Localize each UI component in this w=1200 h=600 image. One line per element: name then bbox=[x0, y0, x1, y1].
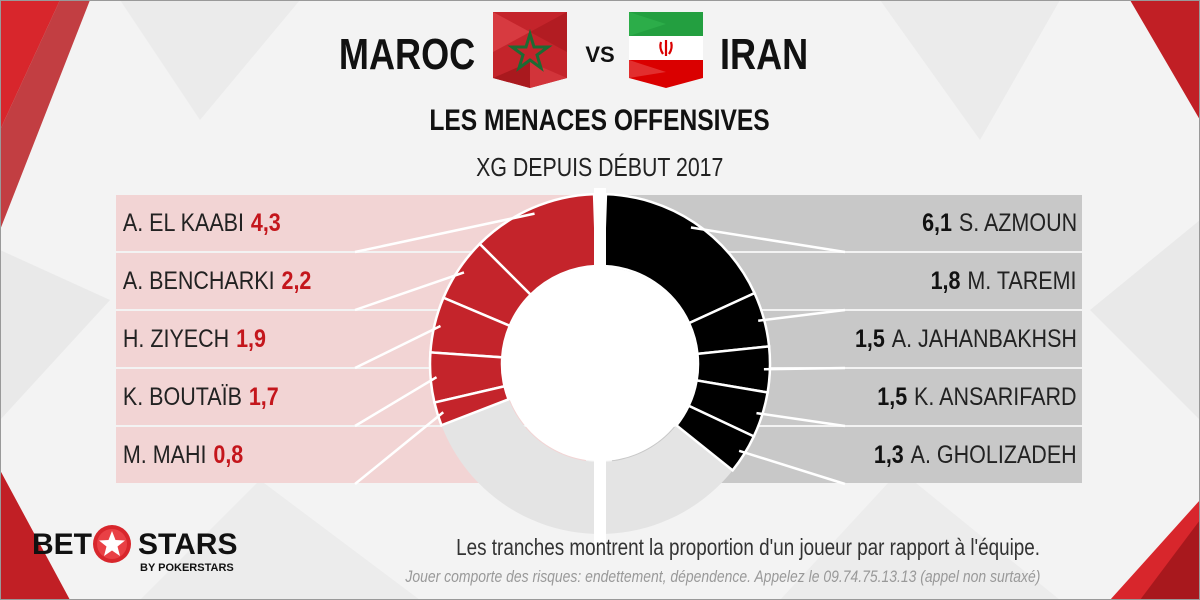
player-xg: 1,9 bbox=[236, 324, 266, 353]
morocco-player-row: K. BOUTAÏB 1,7 bbox=[116, 369, 305, 425]
player-xg: 1,8 bbox=[930, 266, 961, 295]
player-name: A. JAHANBAKHSH bbox=[891, 324, 1077, 353]
player-name: S. AZMOUN bbox=[958, 208, 1077, 237]
logo-bet-text: BET bbox=[32, 528, 92, 561]
iran-flag-icon bbox=[623, 12, 709, 88]
player-name: M. TAREMI bbox=[967, 266, 1077, 295]
iran-player-row: 1,3 A. GHOLIZADEH bbox=[840, 427, 1082, 483]
morocco-leader-line bbox=[354, 324, 442, 370]
footer-note: Les tranches montrent la proportion d'un… bbox=[456, 534, 1040, 560]
iran-leader-line bbox=[738, 449, 846, 486]
iran-leader-line bbox=[690, 226, 846, 254]
morocco-player-row: H. ZIYECH 1,9 bbox=[116, 311, 290, 367]
morocco-player-row: A. BENCHARKI 2,2 bbox=[116, 253, 343, 309]
player-name: A. BENCHARKI bbox=[122, 266, 275, 295]
team-right-name: IRAN bbox=[720, 30, 809, 79]
player-name: K. BOUTAÏB bbox=[122, 382, 242, 411]
vs-label: VS bbox=[585, 42, 615, 67]
morocco-leader-line bbox=[354, 212, 535, 254]
player-xg: 1,3 bbox=[874, 440, 904, 469]
morocco-slice bbox=[432, 384, 511, 427]
player-xg: 1,7 bbox=[248, 382, 279, 411]
player-name: A. EL KAABI bbox=[122, 208, 244, 237]
iran-leader-line bbox=[756, 411, 846, 428]
player-xg: 6,1 bbox=[921, 208, 952, 237]
iran-player-row: 1,5 A. JAHANBAKHSH bbox=[818, 311, 1082, 367]
player-xg: 4,3 bbox=[250, 208, 281, 237]
player-xg: 1,5 bbox=[854, 324, 885, 353]
player-name: M. MAHI bbox=[122, 440, 207, 469]
chart-title: LES MENACES OFFENSIVES bbox=[429, 104, 771, 137]
morocco-leader-line bbox=[354, 411, 445, 485]
iran-player-row: 1,8 M. TAREMI bbox=[906, 253, 1082, 309]
star-icon bbox=[93, 525, 131, 563]
player-xg: 1,5 bbox=[877, 382, 908, 411]
iran-slice bbox=[674, 404, 756, 473]
iran-player-row: 6,1 S. AZMOUN bbox=[896, 195, 1082, 251]
player-xg: 2,2 bbox=[281, 266, 312, 295]
morocco-flag-icon bbox=[487, 12, 573, 88]
player-xg: 0,8 bbox=[213, 440, 244, 469]
chart-subtitle: XG DEPUIS DÉBUT 2017 bbox=[476, 152, 724, 182]
player-name: K. ANSARIFARD bbox=[914, 382, 1077, 411]
logo-stars-text: STARS bbox=[138, 528, 238, 561]
betstars-logo: BET STARS BY POKERSTARS bbox=[32, 525, 237, 580]
morocco-leader-line bbox=[354, 376, 438, 428]
player-name: A. GHOLIZADEH bbox=[910, 440, 1077, 469]
donut-divider bbox=[594, 188, 606, 548]
morocco-leader-line bbox=[354, 271, 465, 312]
morocco-player-list: A. EL KAABI 4,3 A. BENCHARKI 2,2 H. ZIYECH… bbox=[116, 195, 586, 475]
team-left-name: MAROC bbox=[338, 30, 475, 79]
player-name: H. ZIYECH bbox=[122, 324, 230, 353]
iran-player-list: 6,1 S. AZMOUN 1,8 M. TAREMI 1,5 A. JAHANBAK… bbox=[612, 195, 1082, 475]
gambling-disclaimer: Jouer comporte des risques: endettement,… bbox=[405, 567, 1040, 586]
iran-leader-line bbox=[758, 308, 846, 322]
morocco-player-row: A. EL KAABI 4,3 bbox=[116, 195, 308, 251]
logo-subtitle: BY POKERSTARS bbox=[140, 562, 234, 574]
iran-player-row: 1,5 K. ANSARIFARD bbox=[844, 369, 1082, 425]
iran-leader-line bbox=[763, 366, 846, 371]
morocco-player-row: M. MAHI 0,8 bbox=[116, 427, 264, 483]
